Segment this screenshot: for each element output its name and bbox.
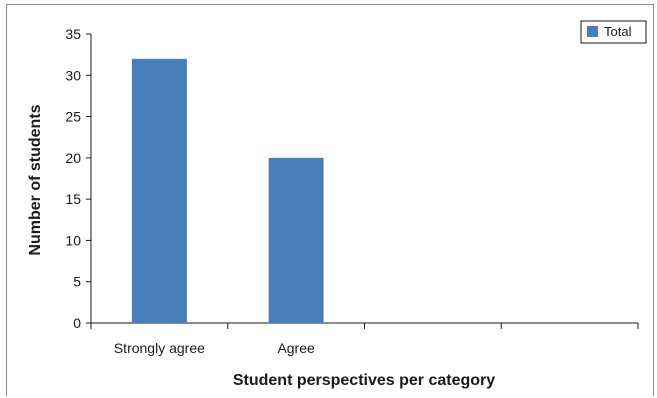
- y-axis: 0 5 10 15 20 25 30 35: [65, 26, 92, 331]
- x-axis: Strongly agree Agree: [90, 322, 639, 356]
- y-tick-label: 5: [73, 274, 81, 290]
- y-tick-label: 25: [65, 109, 81, 125]
- y-tick-label: 15: [65, 191, 81, 207]
- y-tick-label: 30: [65, 67, 81, 83]
- bar: [268, 157, 324, 323]
- y-tick-label: 20: [65, 150, 81, 166]
- x-tick-label: Agree: [277, 340, 315, 356]
- x-axis-label: Student perspectives per category: [233, 372, 495, 389]
- bars: [131, 58, 324, 324]
- y-tick-label: 35: [65, 26, 81, 42]
- legend-swatch: [587, 26, 598, 37]
- chart-frame: [6, 4, 654, 396]
- bar: [131, 58, 187, 324]
- x-tick-label: Strongly agree: [114, 340, 205, 356]
- legend-label: Total: [604, 24, 632, 39]
- legend: Total: [580, 20, 647, 44]
- y-axis-label: Number of students: [27, 104, 44, 255]
- y-tick-label: 0: [73, 315, 81, 331]
- y-tick-label: 10: [65, 232, 81, 248]
